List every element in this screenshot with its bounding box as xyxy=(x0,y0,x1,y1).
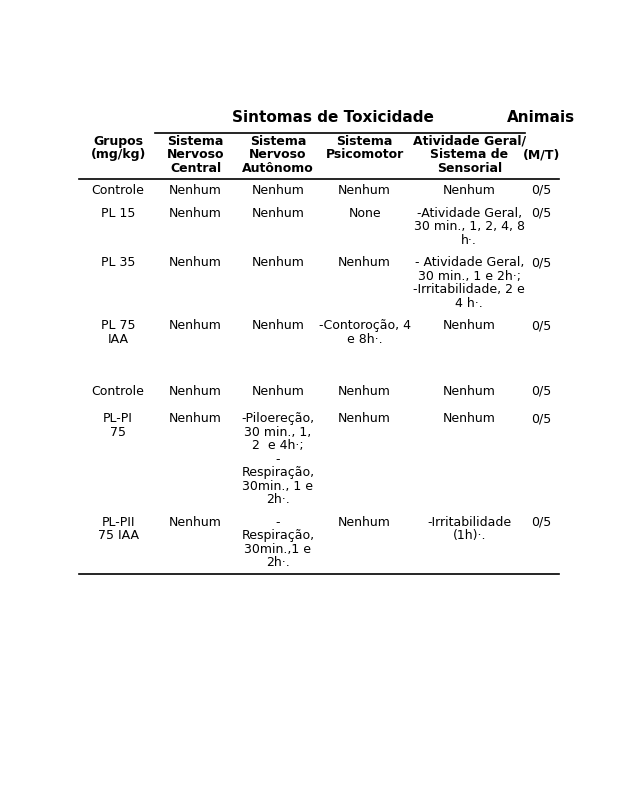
Text: Nenhum: Nenhum xyxy=(338,184,391,197)
Text: -: - xyxy=(275,516,280,528)
Text: - Atividade Geral,: - Atividade Geral, xyxy=(414,256,524,269)
Text: Nenhum: Nenhum xyxy=(252,385,304,398)
Text: Nenhum: Nenhum xyxy=(169,320,222,332)
Text: 2h·.: 2h·. xyxy=(266,493,290,506)
Text: PL 75: PL 75 xyxy=(101,320,135,332)
Text: Nervoso: Nervoso xyxy=(249,149,307,161)
Text: Nenhum: Nenhum xyxy=(169,206,222,220)
Text: Respiração,: Respiração, xyxy=(241,466,315,479)
Text: h·.: h·. xyxy=(461,233,477,247)
Text: Animais: Animais xyxy=(507,109,576,124)
Text: 75 IAA: 75 IAA xyxy=(98,529,139,542)
Text: Sistema de: Sistema de xyxy=(430,149,508,161)
Text: (mg/kg): (mg/kg) xyxy=(90,149,146,161)
Text: Nenhum: Nenhum xyxy=(338,385,391,398)
Text: -: - xyxy=(275,452,280,466)
Text: Controle: Controle xyxy=(92,385,145,398)
Text: 30min., 1 e: 30min., 1 e xyxy=(242,479,313,493)
Text: 2  e 4h·;: 2 e 4h·; xyxy=(252,439,303,452)
Text: 0/5: 0/5 xyxy=(531,206,551,220)
Text: IAA: IAA xyxy=(108,333,129,346)
Text: Nervoso: Nervoso xyxy=(167,149,224,161)
Text: 75: 75 xyxy=(110,426,126,439)
Text: (1h)·.: (1h)·. xyxy=(452,529,486,542)
Text: Nenhum: Nenhum xyxy=(338,256,391,269)
Text: 0/5: 0/5 xyxy=(531,184,551,197)
Text: Nenhum: Nenhum xyxy=(252,256,304,269)
Text: 30 min., 1, 2, 4, 8: 30 min., 1, 2, 4, 8 xyxy=(414,220,525,233)
Text: Respiração,: Respiração, xyxy=(241,529,315,542)
Text: 2h·.: 2h·. xyxy=(266,556,290,570)
Text: PL-PII: PL-PII xyxy=(102,516,135,528)
Text: Nenhum: Nenhum xyxy=(252,184,304,197)
Text: -Contoroção, 4: -Contoroção, 4 xyxy=(318,320,411,332)
Text: 30min.,1 e: 30min.,1 e xyxy=(244,543,312,555)
Text: Nenhum: Nenhum xyxy=(338,516,391,528)
Text: 4 h·.: 4 h·. xyxy=(455,297,483,309)
Text: Nenhum: Nenhum xyxy=(252,320,304,332)
Text: 30 min., 1 e 2h·;: 30 min., 1 e 2h·; xyxy=(418,270,521,282)
Text: 0/5: 0/5 xyxy=(531,412,551,425)
Text: 0/5: 0/5 xyxy=(531,320,551,332)
Text: Sensorial: Sensorial xyxy=(437,162,502,175)
Text: Nenhum: Nenhum xyxy=(169,184,222,197)
Text: Sistema: Sistema xyxy=(336,135,393,148)
Text: Grupos: Grupos xyxy=(93,135,143,148)
Text: Atividade Geral/: Atividade Geral/ xyxy=(412,135,526,148)
Text: Autônomo: Autônomo xyxy=(242,162,314,175)
Text: Nenhum: Nenhum xyxy=(443,412,496,425)
Text: Nenhum: Nenhum xyxy=(443,320,496,332)
Text: 30 min., 1,: 30 min., 1, xyxy=(244,426,312,439)
Text: 0/5: 0/5 xyxy=(531,385,551,398)
Text: Sistema: Sistema xyxy=(250,135,306,148)
Text: Nenhum: Nenhum xyxy=(169,412,222,425)
Text: None: None xyxy=(348,206,381,220)
Text: -Irritabilidade, 2 e: -Irritabilidade, 2 e xyxy=(414,283,525,296)
Text: -Piloereção,: -Piloereção, xyxy=(241,412,315,425)
Text: PL-PI: PL-PI xyxy=(103,412,133,425)
Text: -Atividade Geral,: -Atividade Geral, xyxy=(417,206,522,220)
Text: Psicomotor: Psicomotor xyxy=(325,149,404,161)
Text: Nenhum: Nenhum xyxy=(252,206,304,220)
Text: PL 15: PL 15 xyxy=(101,206,135,220)
Text: Sistema: Sistema xyxy=(168,135,224,148)
Text: 0/5: 0/5 xyxy=(531,516,551,528)
Text: Nenhum: Nenhum xyxy=(169,516,222,528)
Text: Central: Central xyxy=(170,162,221,175)
Text: Nenhum: Nenhum xyxy=(443,184,496,197)
Text: -Irritabilidade: -Irritabilidade xyxy=(427,516,511,528)
Text: e 8h·.: e 8h·. xyxy=(347,333,383,346)
Text: Sintomas de Toxicidade: Sintomas de Toxicidade xyxy=(232,109,434,124)
Text: 0/5: 0/5 xyxy=(531,256,551,269)
Text: Nenhum: Nenhum xyxy=(338,412,391,425)
Text: (M/T): (M/T) xyxy=(523,149,560,161)
Text: Nenhum: Nenhum xyxy=(169,256,222,269)
Text: Nenhum: Nenhum xyxy=(169,385,222,398)
Text: Nenhum: Nenhum xyxy=(443,385,496,398)
Text: Controle: Controle xyxy=(92,184,145,197)
Text: PL 35: PL 35 xyxy=(101,256,135,269)
